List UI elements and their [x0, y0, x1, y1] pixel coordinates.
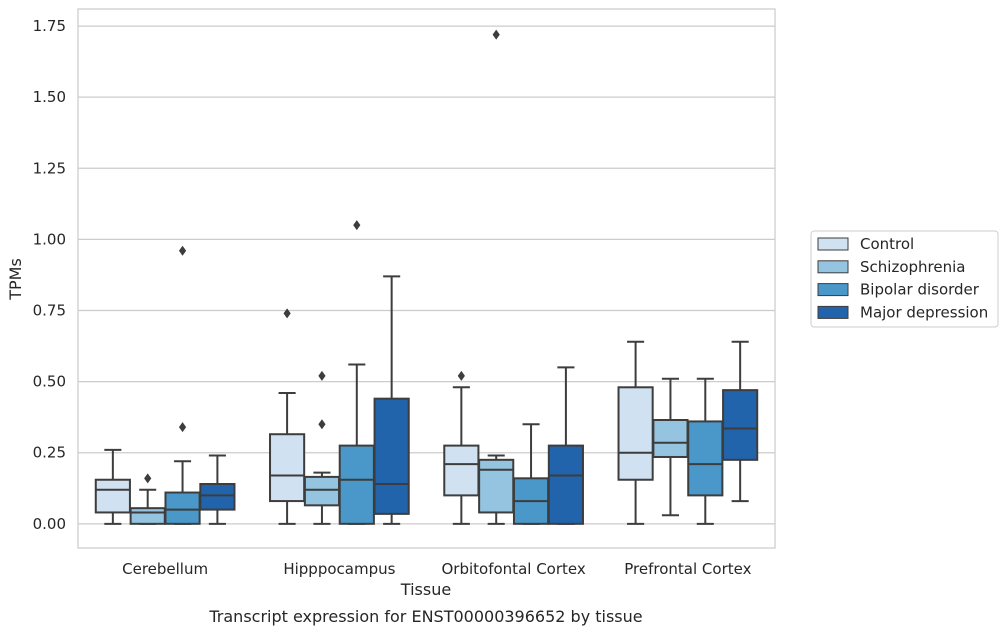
box-iqr: [129, 507, 166, 525]
outlier-point: [318, 419, 326, 430]
outlier-point: [178, 245, 187, 256]
x-tick-label: Prefrontal Cortex: [624, 560, 751, 578]
box-iqr: [338, 444, 375, 525]
legend-frame: [810, 230, 999, 328]
outlier-point: [283, 308, 291, 319]
y-tick-label: 0.50: [33, 373, 66, 391]
outlier-point: [178, 422, 187, 433]
x-tick-labels: Cerebellum Hipppocampus Orbitofontal Corte…: [122, 560, 751, 578]
box-plot: [617, 340, 654, 525]
box-iqr: [443, 444, 480, 497]
box-iqr: [652, 419, 689, 458]
box-iqr: [373, 397, 410, 515]
x-axis-label: Tissue: [400, 580, 451, 599]
legend-label: Schizophrenia: [860, 258, 965, 276]
box-iqr: [547, 444, 584, 525]
box-plot: [303, 370, 341, 525]
x-tick-label: Hipppocampus: [283, 560, 395, 578]
box-plot: [512, 423, 550, 525]
box-plot: [722, 340, 759, 503]
box-plot: [373, 275, 410, 525]
box-iqr: [199, 483, 236, 511]
y-tick-label: 1.25: [33, 159, 66, 177]
box-plot: [129, 473, 166, 525]
legend-label: Bipolar disorder: [860, 281, 980, 299]
outlier-point: [457, 370, 465, 381]
box-iqr: [478, 458, 515, 514]
x-tick-label: Orbitofontal Cortex: [442, 560, 586, 578]
legend-swatch: [817, 260, 849, 274]
box-iqr: [617, 386, 654, 481]
box-plot: [269, 308, 306, 525]
legend-label: Control: [860, 235, 914, 253]
box-plots: [94, 29, 759, 525]
y-tick-labels: 0.00 0.25 0.50 0.75 1.00 1.25 1.50 1.75: [33, 17, 66, 533]
y-tick-label: 0.00: [33, 515, 66, 533]
box-iqr: [164, 491, 201, 525]
outlier-point: [318, 370, 326, 381]
plot-frame: [77, 8, 776, 549]
box-plot: [338, 220, 375, 525]
y-tick-label: 0.25: [33, 444, 66, 462]
box-plot: [199, 454, 236, 525]
y-axis-label: TPMs: [6, 258, 25, 301]
box-plot: [443, 370, 480, 525]
box-iqr: [269, 433, 306, 503]
outlier-point: [144, 473, 152, 484]
x-tick-label: Cerebellum: [122, 560, 208, 578]
box-iqr: [94, 478, 131, 514]
y-tick-label: 1.75: [33, 17, 66, 35]
box-plot: [94, 448, 131, 525]
legend-swatch: [817, 283, 849, 297]
box-plot: [164, 245, 201, 525]
y-tick-label: 1.00: [33, 230, 66, 248]
box-plot: [478, 29, 515, 525]
outlier-point: [492, 29, 500, 40]
legend-swatch: [817, 237, 849, 251]
box-iqr: [722, 389, 759, 461]
box-iqr: [687, 420, 724, 497]
box-plot: [652, 377, 689, 517]
box-iqr: [303, 475, 341, 507]
y-tick-label: 0.75: [33, 301, 66, 319]
legend: Control Schizophrenia Bipolar disorder Majo…: [810, 230, 999, 328]
outlier-point: [353, 220, 361, 231]
y-tick-label: 1.50: [33, 88, 66, 106]
legend-swatch: [817, 305, 849, 319]
chart-caption: Transcript expression for ENST0000039665…: [208, 607, 642, 626]
box-plot: [547, 366, 584, 525]
box-plot: [687, 377, 724, 525]
plot-background: [78, 9, 775, 548]
legend-label: Major depression: [860, 303, 988, 321]
